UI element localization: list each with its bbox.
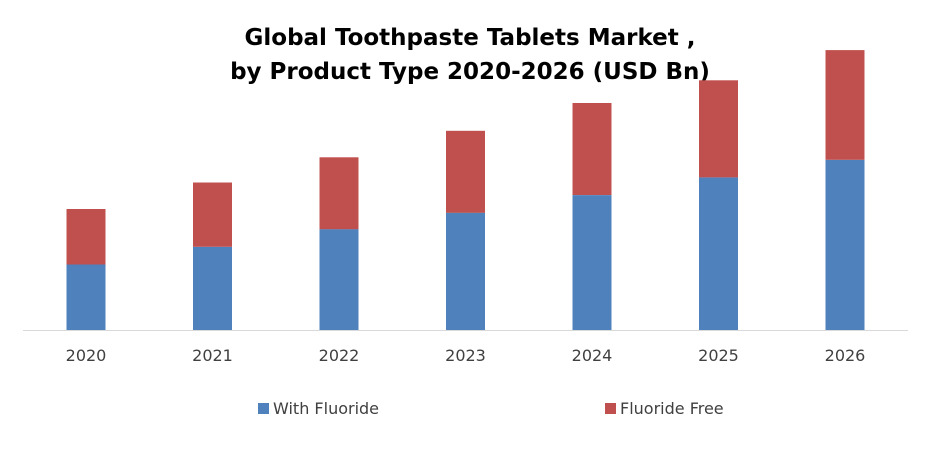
bar-2020-fluoride-free [66, 209, 106, 265]
bar-2023-with-fluoride [446, 212, 485, 330]
legend-label-fluoride-free: Fluoride Free [620, 399, 724, 418]
legend-label-with-fluoride: With Fluoride [273, 399, 379, 418]
bar-2024-fluoride-free [572, 103, 612, 195]
bar-2025-fluoride-free [699, 80, 738, 178]
x-tick-label-2020: 2020 [66, 346, 107, 365]
bar-2026-with-fluoride [825, 159, 865, 330]
x-tick-label-2022: 2022 [319, 346, 360, 365]
bar-2024-with-fluoride [572, 195, 612, 330]
chart-title: Global Toothpaste Tablets Market , [245, 25, 696, 51]
legend-item-fluoride-free: Fluoride Free [605, 399, 724, 418]
legend-swatch-with-fluoride [258, 403, 269, 414]
x-tick-label-2026: 2026 [825, 346, 866, 365]
legend-swatch-fluoride-free [605, 403, 616, 414]
x-tick-label-2024: 2024 [572, 346, 613, 365]
bar-2022-fluoride-free [319, 157, 359, 230]
bar-2021-fluoride-free [193, 182, 232, 247]
legend-item-with-fluoride: With Fluoride [258, 399, 379, 418]
x-tick-label-2021: 2021 [192, 346, 233, 365]
bar-2021-with-fluoride [193, 246, 232, 330]
x-axis-tick-labels: 2020 2021 2022 2023 2024 2025 2026 [66, 346, 866, 365]
x-tick-label-2025: 2025 [698, 346, 739, 365]
x-tick-label-2023: 2023 [445, 346, 486, 365]
legend: With Fluoride Fluoride Free [258, 399, 724, 418]
plot-area [66, 50, 865, 330]
chart-subtitle: by Product Type 2020-2026 (USD Bn) [230, 59, 710, 85]
bar-2022-with-fluoride [319, 229, 359, 330]
bar-2025-with-fluoride [699, 177, 738, 330]
bar-2023-fluoride-free [446, 130, 485, 213]
bar-2026-fluoride-free [825, 50, 865, 160]
bar-2020-with-fluoride [66, 264, 106, 330]
